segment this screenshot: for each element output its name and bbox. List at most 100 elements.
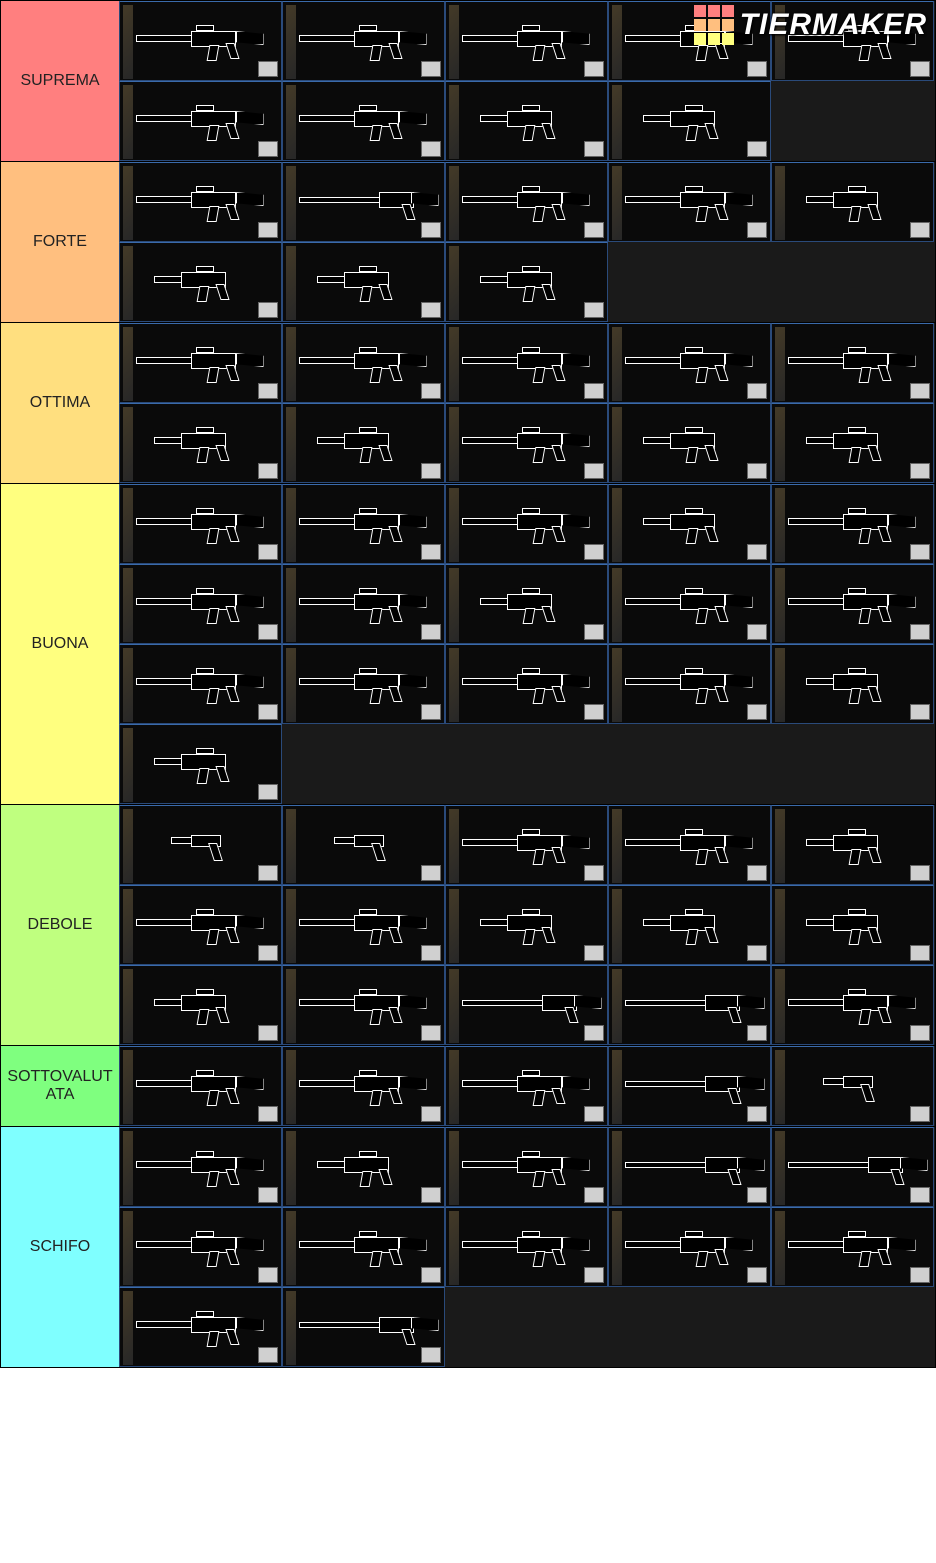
tier-label[interactable]: SCHIFO bbox=[1, 1127, 119, 1367]
weapon-icon bbox=[299, 423, 429, 463]
tier-item[interactable] bbox=[119, 323, 282, 403]
weapon-icon bbox=[299, 664, 429, 704]
tier-item[interactable] bbox=[282, 1127, 445, 1207]
tier-item[interactable] bbox=[119, 1207, 282, 1287]
tier-item[interactable] bbox=[119, 1287, 282, 1367]
weapon-icon bbox=[299, 584, 429, 624]
tier-item[interactable] bbox=[119, 1, 282, 81]
tier-item[interactable] bbox=[608, 885, 771, 965]
tier-item[interactable] bbox=[119, 1127, 282, 1207]
tier-item[interactable] bbox=[445, 1046, 608, 1126]
tier-item[interactable] bbox=[445, 242, 608, 322]
weapon-icon bbox=[299, 21, 429, 61]
tier-item[interactable] bbox=[119, 403, 282, 483]
weapon-icon bbox=[788, 343, 918, 383]
weapon-icon bbox=[462, 1066, 592, 1106]
tier-item[interactable] bbox=[771, 564, 934, 644]
tier-item[interactable] bbox=[608, 81, 771, 161]
tier-item[interactable] bbox=[445, 805, 608, 885]
tier-items bbox=[119, 162, 935, 322]
weapon-icon bbox=[136, 985, 266, 1025]
tier-item[interactable] bbox=[608, 1046, 771, 1126]
tier-item[interactable] bbox=[608, 403, 771, 483]
tier-item[interactable] bbox=[445, 564, 608, 644]
weapon-icon bbox=[136, 905, 266, 945]
tier-item[interactable] bbox=[282, 1, 445, 81]
tier-item[interactable] bbox=[445, 484, 608, 564]
tier-item[interactable] bbox=[445, 323, 608, 403]
weapon-icon bbox=[136, 343, 266, 383]
tier-label[interactable]: BUONA bbox=[1, 484, 119, 804]
tier-item[interactable] bbox=[608, 805, 771, 885]
tier-item[interactable] bbox=[771, 1046, 934, 1126]
tier-item[interactable] bbox=[282, 484, 445, 564]
tier-items bbox=[119, 1046, 935, 1126]
weapon-icon bbox=[299, 1066, 429, 1106]
tier-item[interactable] bbox=[445, 1127, 608, 1207]
tier-item[interactable] bbox=[608, 564, 771, 644]
tier-item[interactable] bbox=[608, 1127, 771, 1207]
tier-item[interactable] bbox=[119, 162, 282, 242]
tier-item[interactable] bbox=[282, 242, 445, 322]
tier-item[interactable] bbox=[282, 81, 445, 161]
tier-item[interactable] bbox=[445, 1, 608, 81]
tier-item[interactable] bbox=[282, 885, 445, 965]
tier-item[interactable] bbox=[119, 1046, 282, 1126]
tier-label[interactable]: SUPREMA bbox=[1, 1, 119, 161]
tier-item[interactable] bbox=[608, 484, 771, 564]
weapon-icon bbox=[462, 905, 592, 945]
tier-item[interactable] bbox=[282, 1207, 445, 1287]
tier-item[interactable] bbox=[771, 1207, 934, 1287]
tier-item[interactable] bbox=[771, 885, 934, 965]
tier-item[interactable] bbox=[608, 162, 771, 242]
tier-item[interactable] bbox=[771, 805, 934, 885]
tier-item[interactable] bbox=[119, 242, 282, 322]
tier-item[interactable] bbox=[445, 403, 608, 483]
weapon-icon bbox=[136, 1147, 266, 1187]
tier-item[interactable] bbox=[445, 81, 608, 161]
tier-item[interactable] bbox=[282, 965, 445, 1045]
tier-item[interactable] bbox=[771, 162, 934, 242]
tier-item[interactable] bbox=[282, 644, 445, 724]
tier-item[interactable] bbox=[282, 403, 445, 483]
tier-item[interactable] bbox=[119, 484, 282, 564]
tier-item[interactable] bbox=[282, 1287, 445, 1367]
tier-item[interactable] bbox=[445, 162, 608, 242]
tier-label[interactable]: SOTTOVALUTATA bbox=[1, 1046, 119, 1126]
tier-item[interactable] bbox=[282, 1046, 445, 1126]
tier-label[interactable]: DEBOLE bbox=[1, 805, 119, 1045]
tier-item[interactable] bbox=[282, 323, 445, 403]
tier-item[interactable] bbox=[608, 965, 771, 1045]
tier-item[interactable] bbox=[282, 805, 445, 885]
tier-item[interactable] bbox=[608, 323, 771, 403]
tier-item[interactable] bbox=[119, 81, 282, 161]
tier-item[interactable] bbox=[771, 484, 934, 564]
tier-item[interactable] bbox=[119, 885, 282, 965]
tier-label[interactable]: OTTIMA bbox=[1, 323, 119, 483]
tier-item[interactable] bbox=[119, 724, 282, 804]
tier-item[interactable] bbox=[445, 644, 608, 724]
tier-item[interactable] bbox=[445, 885, 608, 965]
weapon-icon bbox=[136, 664, 266, 704]
tier-item[interactable] bbox=[771, 1127, 934, 1207]
tier-label[interactable]: FORTE bbox=[1, 162, 119, 322]
tier-item[interactable] bbox=[771, 965, 934, 1045]
tier-item[interactable] bbox=[119, 644, 282, 724]
tier-item[interactable] bbox=[445, 965, 608, 1045]
weapon-icon bbox=[136, 262, 266, 302]
tier-item[interactable] bbox=[608, 644, 771, 724]
tier-item[interactable] bbox=[119, 564, 282, 644]
tier-items bbox=[119, 805, 935, 1045]
tier-item[interactable] bbox=[119, 805, 282, 885]
tier-item[interactable] bbox=[282, 564, 445, 644]
tier-item[interactable] bbox=[282, 162, 445, 242]
tier-item[interactable] bbox=[119, 965, 282, 1045]
weapon-icon bbox=[136, 423, 266, 463]
tier-item[interactable] bbox=[771, 403, 934, 483]
tier-item[interactable] bbox=[608, 1207, 771, 1287]
tier-item[interactable] bbox=[771, 644, 934, 724]
weapon-icon bbox=[462, 101, 592, 141]
weapon-icon bbox=[462, 1147, 592, 1187]
tier-item[interactable] bbox=[771, 323, 934, 403]
tier-item[interactable] bbox=[445, 1207, 608, 1287]
